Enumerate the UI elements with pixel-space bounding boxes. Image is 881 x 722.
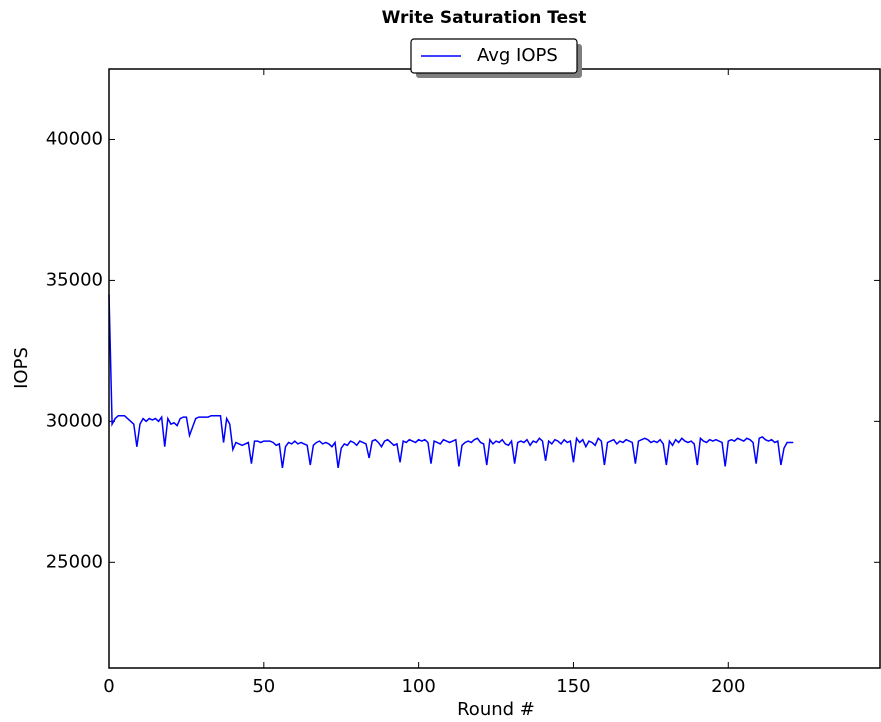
y-tick-label: 35000 <box>46 269 103 290</box>
x-tick-label: 0 <box>103 676 114 697</box>
x-tick-label: 50 <box>252 676 275 697</box>
data-line <box>108 294 794 468</box>
legend-label: Avg IOPS <box>477 45 558 66</box>
chart-title: Write Saturation Test <box>382 8 587 28</box>
x-tick-label: 150 <box>556 676 590 697</box>
x-axis-label: Round # <box>457 699 535 720</box>
y-tick-label: 40000 <box>46 128 103 149</box>
x-tick-label: 200 <box>711 676 745 697</box>
y-axis-label: IOPS <box>11 347 32 389</box>
x-tick-label: 100 <box>401 676 435 697</box>
y-tick-label: 30000 <box>46 410 103 431</box>
plot-frame <box>108 68 881 669</box>
legend-box <box>410 38 578 74</box>
y-tick-label: 25000 <box>46 551 103 572</box>
